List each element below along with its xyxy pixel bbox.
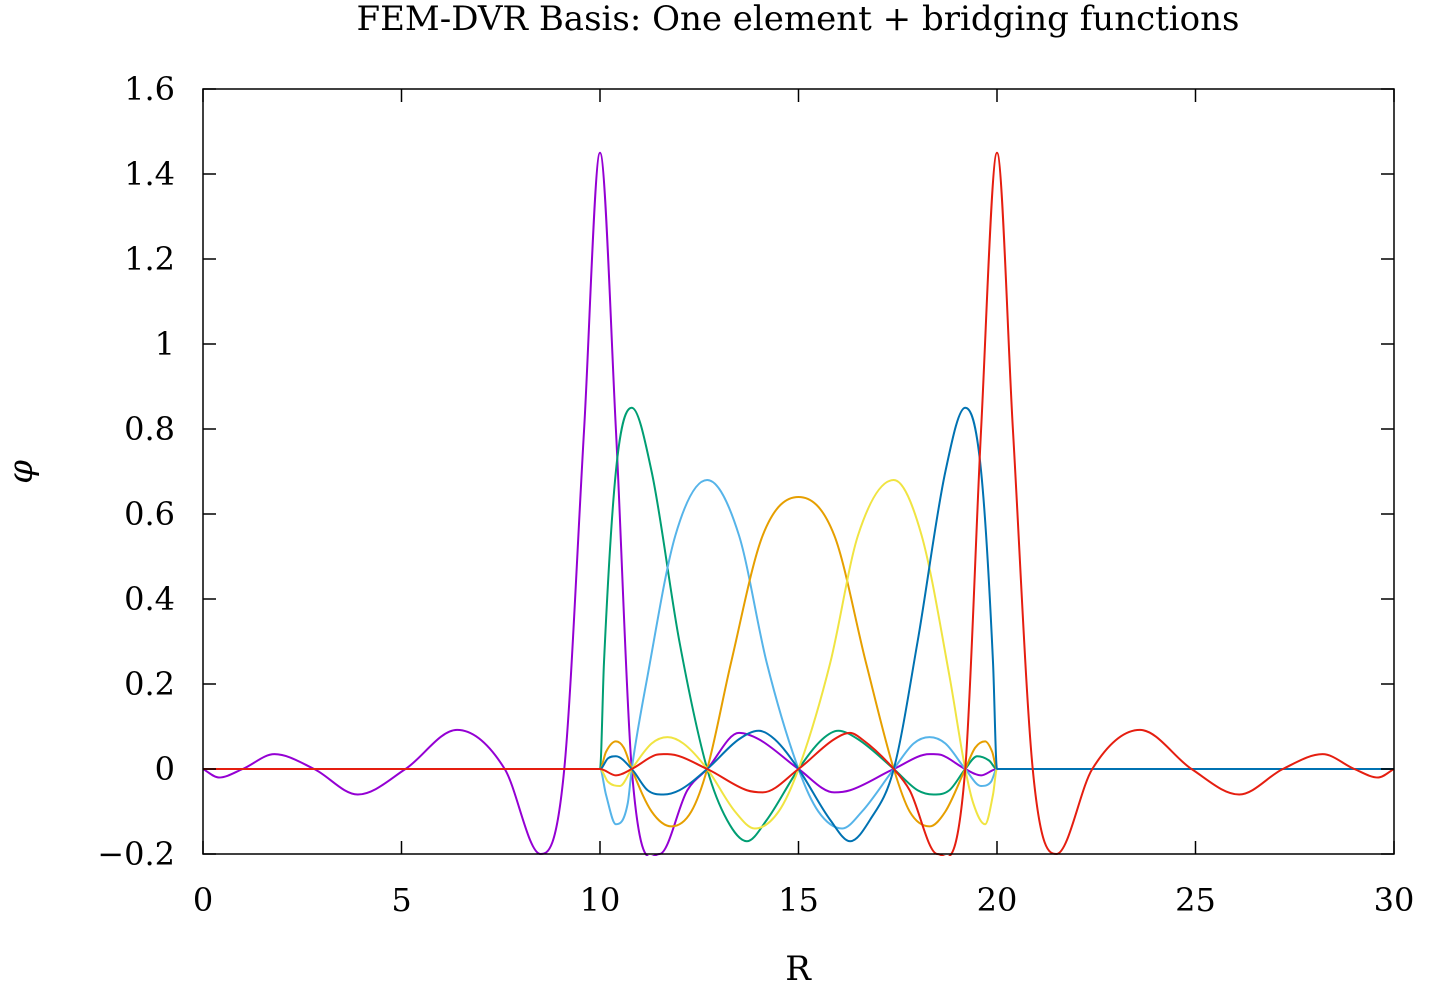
x-tick-label: 0: [193, 881, 213, 919]
x-tick-label: 30: [1374, 881, 1415, 919]
series-line-2: [203, 406, 1394, 843]
y-tick-label: 1: [155, 325, 175, 363]
y-tick-label: 0.8: [124, 410, 175, 448]
y-tick-label: 1.4: [124, 155, 175, 193]
ticks-layer: 0 5 10 15 20 25 30 −0.2 0 0.2 0.4 0.6 0.8 1 1.2 1.4 1.6: [97, 70, 1414, 919]
x-tick-label: 5: [391, 881, 411, 919]
series-line-7: [203, 151, 1394, 856]
series-line-4: [203, 496, 1394, 828]
y-tick-label: 1.2: [124, 240, 175, 278]
y-tick-label: 0.4: [124, 580, 175, 618]
series-line-5: [203, 479, 1394, 830]
y-tick-label: 0: [155, 750, 175, 788]
y-tick-label: −0.2: [97, 835, 175, 873]
y-tick-label: 0.2: [124, 665, 175, 703]
x-tick-label: 15: [778, 881, 819, 919]
x-tick-label: 25: [1175, 881, 1216, 919]
plot-frame: [202, 88, 1395, 855]
series-line-6: [203, 406, 1394, 843]
series-line-3: [203, 479, 1394, 830]
x-tick-label: 10: [580, 881, 621, 919]
y-tick-label: 1.6: [124, 70, 175, 108]
y-tick-label: 0.6: [124, 495, 175, 533]
x-axis-label: R: [785, 949, 812, 989]
series-line-1: [203, 151, 1394, 856]
y-axis-label: φ: [1, 460, 41, 484]
chart-title: FEM-DVR Basis: One element + bridging fu…: [356, 0, 1239, 39]
series-layer: [203, 151, 1394, 856]
x-tick-label: 20: [977, 881, 1018, 919]
